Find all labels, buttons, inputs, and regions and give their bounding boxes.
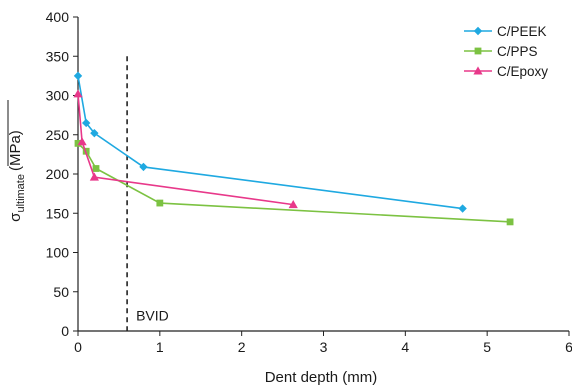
legend: C/PEEK C/PPS C/Epoxy — [464, 24, 548, 79]
x-tick-label: 2 — [238, 339, 246, 355]
y-tick-label: 50 — [53, 284, 69, 300]
data-point-c-pps — [74, 139, 82, 147]
series-c-peek — [73, 71, 467, 213]
data-point-c-peek — [90, 128, 99, 138]
legend-item-c-epoxy: C/Epoxy — [464, 64, 548, 79]
legend-item-c-peek: C/PEEK — [464, 24, 547, 39]
y-tick-label: 300 — [46, 88, 70, 104]
x-tick-label: 1 — [156, 339, 164, 355]
y-tick-label: 350 — [46, 48, 70, 64]
x-tick-label: 0 — [74, 339, 82, 355]
series-line-c-peek — [77, 75, 463, 210]
data-point-c-epoxy — [89, 172, 99, 181]
series-c-pps — [74, 139, 514, 226]
series-layer — [73, 71, 514, 226]
y-tick-label: 250 — [46, 127, 70, 143]
x-tick-label: 4 — [401, 339, 409, 355]
data-point-c-pps — [92, 165, 100, 172]
y-axis-ticks: 0 50 100 150 200 250 300 350 400 — [46, 9, 78, 339]
data-point-c-pps — [156, 199, 164, 207]
annotations: BVID — [126, 56, 169, 331]
legend-marker — [473, 66, 483, 75]
y-axis-symbol: σ — [7, 212, 24, 222]
y-tick-label: 100 — [46, 245, 70, 261]
y-tick-label: 0 — [61, 323, 69, 339]
data-point-c-pps — [506, 218, 514, 226]
svg-text:σultimate(MPa): σultimate (MPa) — [7, 130, 27, 222]
y-axis-title: σultimate (MPa) — [7, 130, 27, 222]
series-line-c-epoxy — [77, 93, 294, 206]
y-tick-label: 200 — [46, 166, 70, 182]
x-axis-ticks: 0 1 2 3 4 5 6 — [74, 331, 572, 355]
legend-marker — [474, 47, 482, 55]
data-point-c-epoxy — [77, 137, 87, 146]
series-c-epoxy — [73, 89, 298, 209]
data-point-c-peek — [458, 204, 467, 213]
y-axis-subscript: ultimate — [15, 174, 27, 213]
bvid-label: BVID — [136, 307, 169, 323]
x-axis-title: Dent depth (mm) — [265, 369, 378, 386]
data-point-c-epoxy — [288, 200, 298, 209]
series-line-c-pps — [77, 142, 511, 223]
legend-item-c-pps: C/PPS — [464, 44, 538, 59]
y-axis-unit: (MPa) — [7, 130, 24, 171]
x-tick-label: 3 — [320, 339, 328, 355]
legend-label: C/PEEK — [497, 24, 547, 39]
x-tick-label: 6 — [565, 339, 572, 355]
x-tick-label: 5 — [483, 339, 491, 355]
y-tick-label: 150 — [46, 205, 70, 221]
legend-marker — [473, 26, 483, 36]
data-point-c-epoxy — [73, 89, 83, 98]
data-point-c-peek — [73, 71, 83, 81]
y-tick-label: 400 — [46, 9, 70, 25]
data-point-c-peek — [81, 118, 91, 128]
legend-label: C/Epoxy — [497, 64, 548, 79]
data-point-c-peek — [139, 162, 148, 172]
legend-label: C/PPS — [497, 44, 538, 59]
